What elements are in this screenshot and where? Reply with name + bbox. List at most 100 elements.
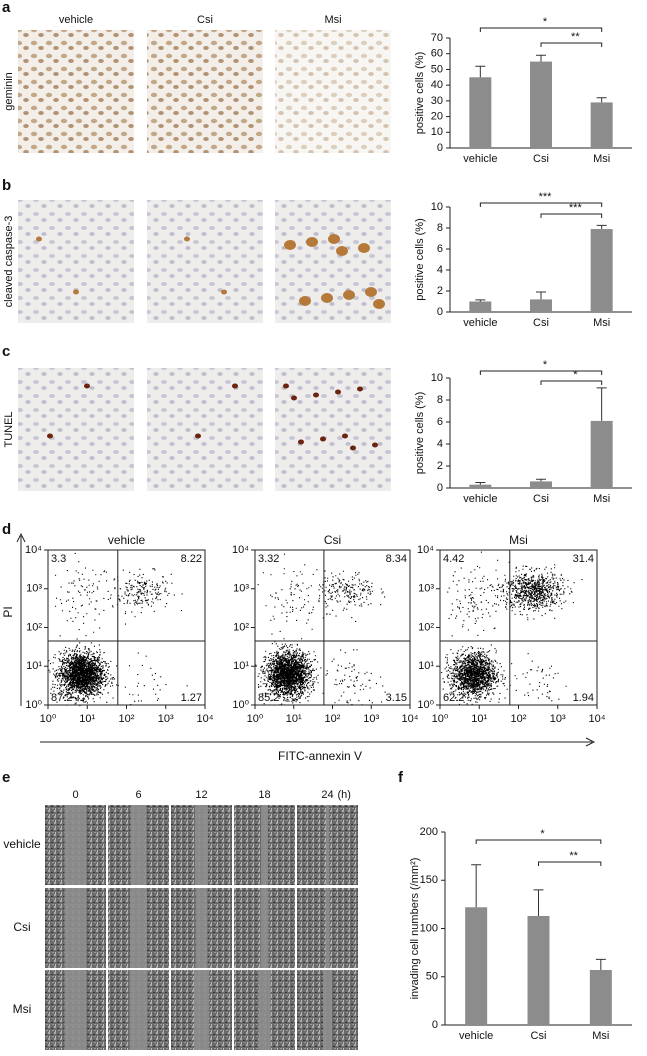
y-tick-label: 8 [437,222,443,234]
stained-cell [284,240,296,250]
y-tick-label: 4 [437,264,443,276]
micrograph-background [275,30,391,153]
significance-bracket [538,861,602,866]
micrograph [147,200,263,323]
stained-cell [320,436,326,442]
x-tick-label: Csi [533,317,549,329]
quadrant-percent: 1.27 [181,692,202,704]
stained-cell [195,433,201,439]
micrograph [275,368,391,491]
x-tick-label: 10³ [363,713,379,725]
x-tick-label: 10¹ [286,713,302,725]
error-bar [475,299,486,302]
bar [527,915,550,1025]
wound-gap [323,970,332,1050]
micrograph [147,30,263,153]
wound-gap [64,805,87,885]
significance-bracket [540,380,603,385]
stain-label: TUNEL [3,411,15,447]
quadrant-percent: 3.15 [386,692,407,704]
y-tick-label: 10⁴ [25,544,42,556]
wound-gap [195,888,208,968]
y-tick-label: 10² [418,621,434,633]
micrograph [275,30,391,153]
bar [589,969,612,1025]
timepoint-label: 6 [135,789,141,801]
x-tick-label: Msi [593,493,610,505]
event-cloud [317,649,386,706]
wound-gap [130,888,147,968]
error-bar [596,224,607,230]
significance-label: *** [569,202,583,214]
error-bar [536,54,546,62]
error-bar [596,387,607,421]
significance-bracket [540,42,603,47]
x-tick-label: 10⁴ [589,713,606,725]
quadrant-percent: 1.94 [573,692,594,704]
y-tick-label: 8 [437,394,443,406]
plot-title: vehicle [108,533,146,547]
quadrant-percent: 31.4 [573,553,594,565]
stained-cell [221,289,227,295]
column-label: vehicle [59,14,93,26]
stained-cell [306,237,318,247]
timepoint-label: 0 [72,789,78,801]
y-tick-label: 50 [431,63,443,75]
timepoint-label: 24 [321,789,333,801]
y-axis-label: positive cells (%) [414,52,426,135]
y-tick-label: 100 [420,922,438,934]
bar [469,301,492,312]
significance-label: * [543,16,548,28]
stained-cell [372,442,378,448]
y-tick-label: 0 [437,142,443,154]
x-tick-label: 10⁰ [247,713,264,725]
x-tick-label: 10⁴ [197,713,214,725]
x-tick-label: 10² [325,713,341,725]
bar [469,77,492,148]
stained-cell [73,289,79,295]
x-tick-label: 10⁰ [40,713,57,725]
y-tick-label: 10⁰ [417,699,434,711]
y-tick-label: 6 [437,243,443,255]
error-bar [536,478,546,482]
x-tick-label: 10⁰ [432,713,449,725]
error-bar [596,97,607,103]
y-tick-label: 20 [431,110,443,122]
error-bar [475,482,486,485]
quadrant-percent: 8.34 [386,553,407,565]
condition-label: Msi [13,1002,32,1016]
x-tick-label: vehicle [463,317,497,329]
timepoint-label: 18 [258,789,270,801]
wound-gap [258,970,271,1050]
column-label: Msi [324,14,341,26]
y-tick-label: 10⁰ [25,699,42,711]
y-tick-label: 40 [431,79,443,91]
wound-gap [261,805,268,885]
event-cloud [88,568,183,625]
y-axis-label: invading cell numbers (/mm²) [409,858,421,1000]
quadrant-percent: 87.2 [51,692,72,704]
plot-frame [47,549,206,706]
bar [590,102,613,148]
event-cloud [502,653,567,702]
y-tick-label: 10¹ [233,660,249,672]
panel-label: a [2,0,11,16]
significance-label: ** [571,31,580,43]
significance-bracket [479,370,603,375]
micrograph [18,200,134,323]
significance-label: ** [569,850,578,862]
event-cloud [255,638,336,706]
stained-cell [299,296,311,306]
stained-cell [335,389,341,395]
micrograph [18,368,134,491]
wound-gap [129,970,148,1050]
panel-label: d [2,521,11,538]
bar [530,61,552,149]
y-tick-label: 10² [233,621,249,633]
x-tick-label: Csi [533,153,549,165]
event-cloud [485,559,583,621]
stained-cell [291,395,297,401]
event-cloud [55,552,114,644]
y-tick-label: 150 [420,874,438,886]
quadrant-percent: 3.3 [51,553,66,565]
